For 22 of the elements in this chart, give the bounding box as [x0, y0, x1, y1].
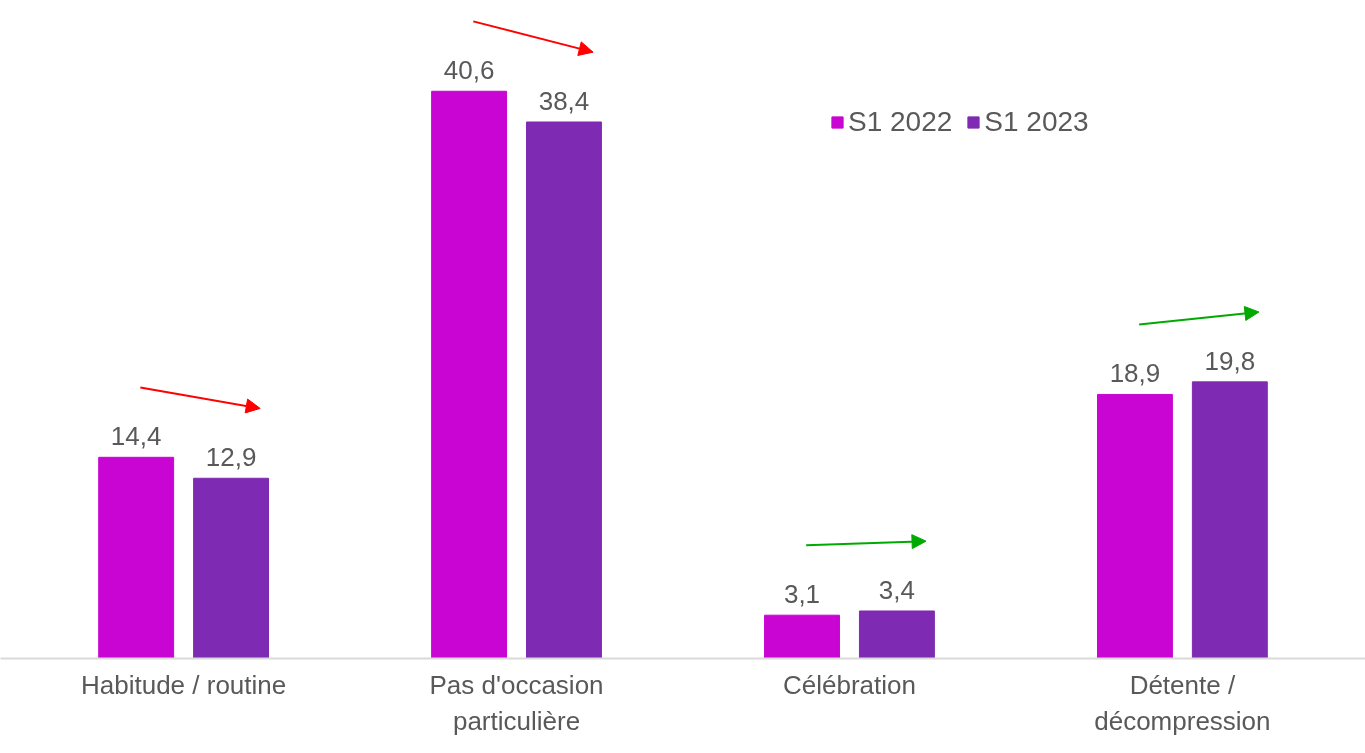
x-tick-label: Célébration — [782, 669, 916, 700]
bar — [1096, 393, 1173, 659]
bar — [98, 456, 175, 659]
x-tick-label: Détente / décompression — [1094, 669, 1271, 736]
data-label: 18,9 — [1109, 358, 1161, 389]
data-label: 38,4 — [538, 86, 590, 116]
x-tick-label: Pas d'occasion particulière — [429, 669, 604, 736]
data-label: 3,4 — [878, 575, 915, 605]
x-tick-label: Habitude / routine — [80, 669, 287, 700]
data-label: 40,6 — [443, 55, 495, 86]
legend-label: S1 2023 — [984, 106, 1089, 138]
bar — [526, 121, 602, 659]
bar — [764, 614, 840, 659]
bar — [431, 90, 508, 659]
bar — [858, 610, 935, 659]
data-label: 3,1 — [783, 579, 821, 610]
data-label: 14,4 — [110, 421, 162, 452]
bar — [193, 477, 270, 659]
data-label: 19,8 — [1204, 345, 1256, 376]
legend-label: S1 2022 — [848, 106, 953, 138]
bar — [1191, 381, 1268, 659]
data-label: 12,9 — [205, 442, 257, 473]
